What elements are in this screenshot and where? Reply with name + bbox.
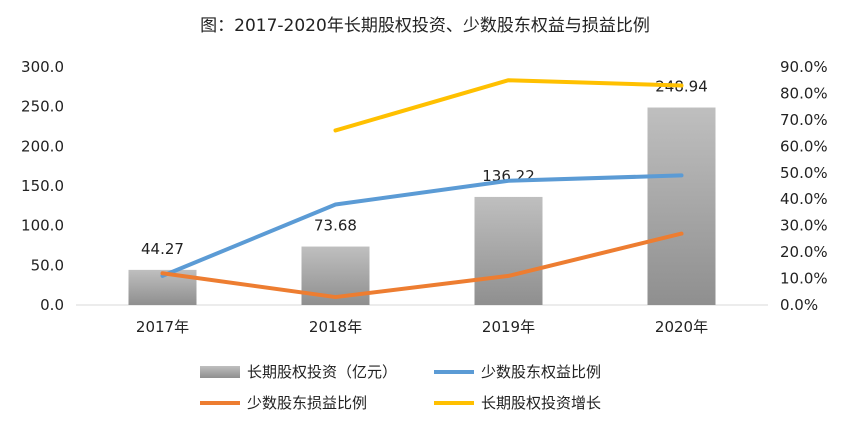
- series-line: [160, 231, 684, 300]
- left-tick-label: 100.0: [21, 217, 64, 235]
- right-tick-label: 10.0%: [780, 270, 828, 288]
- right-tick-label: 30.0%: [780, 217, 828, 235]
- legend-label: 长期股权投资（亿元）: [247, 363, 397, 381]
- series-line: [160, 173, 684, 278]
- left-tick-label: 50.0: [31, 256, 64, 274]
- right-tick-label: 40.0%: [780, 190, 828, 208]
- category-label: 2020年: [655, 318, 708, 336]
- line-series: [160, 78, 684, 300]
- right-tick-label: 50.0%: [780, 164, 828, 182]
- right-tick-label: 60.0%: [780, 137, 828, 155]
- right-tick-label: 70.0%: [780, 111, 828, 129]
- left-axis-ticks: 0.0 50.0 100.0 150.0 200.0 250.0 300.0: [21, 58, 64, 314]
- category-label: 2018年: [309, 318, 362, 336]
- category-label: 2017年: [136, 318, 189, 336]
- right-axis-ticks: 0.0% 10.0% 20.0% 30.0% 40.0% 50.0% 60.0% 70.0% 8…: [780, 58, 828, 314]
- legend-label: 少数股东权益比例: [481, 363, 601, 381]
- series-line: [333, 78, 684, 133]
- right-tick-label: 0.0%: [780, 296, 818, 314]
- right-tick-label: 80.0%: [780, 84, 828, 102]
- right-tick-label: 90.0%: [780, 58, 828, 76]
- bar-series: [128, 107, 716, 305]
- bar-data-label: 73.68: [314, 217, 357, 235]
- left-tick-label: 0.0: [40, 296, 64, 314]
- legend-swatch: [200, 366, 240, 378]
- watermark: 搜狐号@中科财金: [710, 403, 839, 422]
- bar: [647, 107, 716, 305]
- category-labels: 2017年 2018年 2019年 2020年: [136, 318, 708, 336]
- category-label: 2019年: [482, 318, 535, 336]
- left-tick-label: 250.0: [21, 98, 64, 116]
- legend-label: 少数股东损益比例: [247, 394, 367, 412]
- bar-data-label: 44.27: [141, 240, 184, 258]
- legend-label: 长期股权投资增长: [481, 394, 601, 412]
- left-tick-label: 150.0: [21, 177, 64, 195]
- chart-title: 图：2017-2020年长期股权投资、少数股东权益与损益比例: [200, 16, 650, 36]
- right-tick-label: 20.0%: [780, 243, 828, 261]
- left-tick-label: 300.0: [21, 58, 64, 76]
- left-tick-label: 200.0: [21, 137, 64, 155]
- bar: [474, 196, 543, 305]
